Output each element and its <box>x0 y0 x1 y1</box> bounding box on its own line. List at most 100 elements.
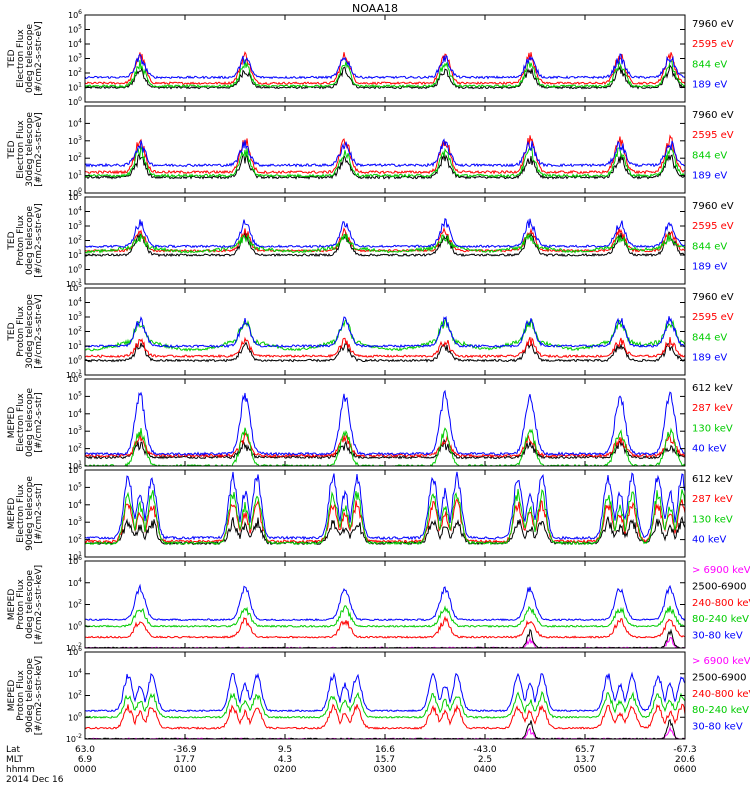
panel-frame <box>84 196 686 285</box>
series-line-3-2 <box>84 226 686 253</box>
x-tick-label-mlt: 2.5 <box>478 755 492 765</box>
footer-label-mlt: MLT <box>6 755 24 765</box>
y-axis-label: MEPEDElectron Flux0deg telescope[#/cm2-s… <box>7 388 44 458</box>
y-tick-label: 104 <box>68 408 82 419</box>
y-tick-label: 105 <box>68 390 82 401</box>
y-tick-label: 104 <box>68 117 82 128</box>
y-tick-label: 101 <box>68 170 82 181</box>
legend-entry: 287 keV <box>692 494 733 505</box>
y-tick-label: 10-2 <box>66 642 82 653</box>
x-tick-label-lat: -43.0 <box>473 745 497 755</box>
y-tick-label: 105 <box>68 481 82 492</box>
series-line-1-2 <box>84 51 686 86</box>
legend-entry: 240-800 keV <box>692 598 750 609</box>
y-tick-label: 104 <box>68 577 82 588</box>
y-tick-label: 103 <box>68 220 82 231</box>
series-line-1-4 <box>84 53 686 80</box>
legend-entry: 130 keV <box>692 514 733 525</box>
footer-label-hhmm: hhmm <box>6 765 35 775</box>
series-line-3-1 <box>84 231 686 258</box>
series-line-3-3 <box>84 233 686 254</box>
y-tick-label: 103 <box>68 53 82 64</box>
legend-entry: 30-80 keV <box>692 631 743 642</box>
legend-entry: 189 eV <box>692 171 727 182</box>
y-axis-label: TEDProton Flux0deg telescope[#/cm2-s-str… <box>7 203 44 278</box>
series-line-8-4 <box>84 690 686 719</box>
series-line-5-2 <box>84 431 686 459</box>
panel-frame <box>84 560 686 649</box>
y-axis-label: TEDProton Flux30deg telescope[#/cm2-s-st… <box>7 294 44 369</box>
legend-entry: 2595 eV <box>692 130 734 141</box>
y-axis-label: MEPEDProton Flux0deg telescope[#/cm2-s-s… <box>7 565 44 644</box>
y-tick-label: 104 <box>68 206 82 217</box>
y-tick-label: 106 <box>68 646 82 657</box>
panels-group: 100 101 102 103 104 105 106 TEDElectron Flux0de… <box>7 9 750 744</box>
y-tick-label: 102 <box>68 443 82 454</box>
panel-frame <box>84 105 686 194</box>
y-tick-label: 106 <box>68 373 82 384</box>
legend-entry: 2595 eV <box>692 312 734 323</box>
y-tick-label: 106 <box>68 555 82 566</box>
y-tick-label: 102 <box>68 534 82 545</box>
y-tick-label: 103 <box>68 516 82 527</box>
legend-entry: 287 keV <box>692 403 733 414</box>
legend-entry: 2500-6900 <box>692 672 747 683</box>
y-tick-label: 102 <box>68 235 82 246</box>
y-axis-label: TEDElectron Flux0deg telescope[#/cm2-s-s… <box>7 21 44 96</box>
series-line-5-3 <box>84 427 686 468</box>
series-line-7-5 <box>84 583 686 622</box>
x-tick-label-mlt: 4.3 <box>278 755 292 765</box>
y-tick-label: 100 <box>68 620 82 631</box>
y-tick-label: 104 <box>68 38 82 49</box>
panel-5: 101 102 103 104 105 106 MEPEDElectron Flux0deg… <box>7 373 733 471</box>
series-line-7-4 <box>84 605 686 628</box>
legend-entry: 2595 eV <box>692 39 734 50</box>
y-tick-label: 102 <box>68 67 82 78</box>
legend-entry: 844 eV <box>692 241 727 252</box>
x-tick-label-lat: 9.5 <box>278 745 292 755</box>
legend-entry: 7960 eV <box>692 292 734 303</box>
x-tick-label-hhmm: 0100 <box>174 765 197 775</box>
y-axis-label: MEPEDProton Flux90deg telescope[#/cm2-s-… <box>7 656 44 735</box>
y-tick-label: 104 <box>68 297 82 308</box>
y-tick-label: 103 <box>68 135 82 146</box>
y-tick-label: 102 <box>68 690 82 701</box>
x-tick-label-mlt: 17.7 <box>175 755 195 765</box>
panel-6: 101 102 103 104 105 106 MEPEDElectron Flux90de… <box>7 464 733 562</box>
series-line-1-3 <box>84 59 686 89</box>
x-tick-label-hhmm: 0400 <box>474 765 497 775</box>
x-tick-label-lat: 16.6 <box>375 745 395 755</box>
y-tick-label: 105 <box>68 24 82 35</box>
legend-entry: 189 eV <box>692 262 727 273</box>
y-tick-label: 101 <box>68 340 82 351</box>
legend-entry: 240-800 keV <box>692 689 750 700</box>
y-tick-label: 100 <box>68 711 82 722</box>
legend-entry: 40 keV <box>692 444 726 455</box>
legend-entry: 7960 eV <box>692 201 734 212</box>
series-line-3-4 <box>84 218 686 249</box>
x-tick-label-hhmm: 0600 <box>674 765 697 775</box>
series-line-2-2 <box>84 134 686 175</box>
panel-4: 10-1 100 101 102 103 104 105 TEDProton Flux30de… <box>7 282 734 380</box>
series-line-2-4 <box>84 138 685 168</box>
series-line-4-1 <box>84 341 685 363</box>
panel-7: 10-2 100 102 104 106 MEPEDProton Flux0deg tel… <box>7 555 750 653</box>
panel-frame <box>84 14 686 103</box>
series-line-7-3 <box>84 615 686 639</box>
y-tick-label: 100 <box>68 355 82 366</box>
series-line-2-1 <box>84 152 686 180</box>
legend-entry: 40 keV <box>692 535 726 546</box>
y-tick-label: 105 <box>68 191 82 202</box>
legend-entry: 2595 eV <box>692 221 734 232</box>
y-tick-label: 103 <box>68 311 82 322</box>
y-tick-label: 105 <box>68 282 82 293</box>
y-tick-label: 101 <box>68 249 82 260</box>
legend-entry: 2500-6900 <box>692 581 747 592</box>
series-line-4-2 <box>84 336 686 359</box>
series-line-6-3 <box>85 488 686 546</box>
legend-entry: 844 eV <box>692 332 727 343</box>
x-tick-label-lat: -36.9 <box>173 745 197 755</box>
series-line-8-5 <box>84 671 686 713</box>
